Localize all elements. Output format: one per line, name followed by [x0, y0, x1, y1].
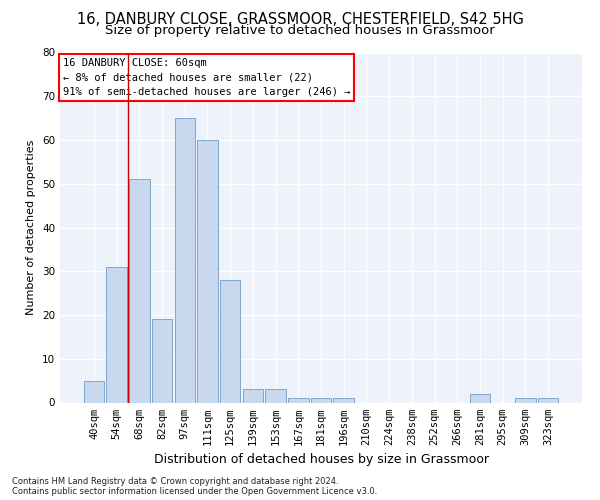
Bar: [152, 320, 172, 402]
X-axis label: Distribution of detached houses by size in Grassmoor: Distribution of detached houses by size …: [154, 453, 488, 466]
Bar: [84, 380, 104, 402]
Bar: [311, 398, 331, 402]
Bar: [515, 398, 536, 402]
Bar: [470, 394, 490, 402]
Text: Size of property relative to detached houses in Grassmoor: Size of property relative to detached ho…: [105, 24, 495, 37]
Bar: [129, 180, 149, 402]
Bar: [197, 140, 218, 402]
Bar: [334, 398, 354, 402]
Text: Contains HM Land Registry data © Crown copyright and database right 2024.
Contai: Contains HM Land Registry data © Crown c…: [12, 476, 377, 496]
Bar: [242, 390, 263, 402]
Bar: [288, 398, 308, 402]
Bar: [265, 390, 286, 402]
Bar: [220, 280, 241, 402]
Text: 16, DANBURY CLOSE, GRASSMOOR, CHESTERFIELD, S42 5HG: 16, DANBURY CLOSE, GRASSMOOR, CHESTERFIE…: [77, 12, 523, 28]
Bar: [106, 267, 127, 402]
Bar: [538, 398, 558, 402]
Text: 16 DANBURY CLOSE: 60sqm
← 8% of detached houses are smaller (22)
91% of semi-det: 16 DANBURY CLOSE: 60sqm ← 8% of detached…: [62, 58, 350, 98]
Y-axis label: Number of detached properties: Number of detached properties: [26, 140, 37, 315]
Bar: [175, 118, 195, 403]
